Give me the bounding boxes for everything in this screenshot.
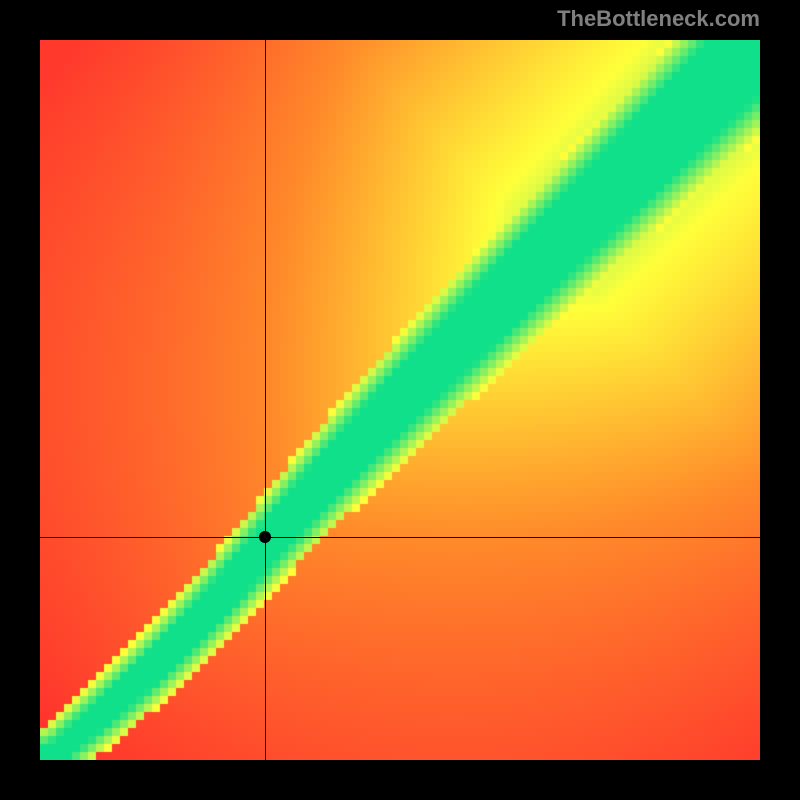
attribution-text: TheBottleneck.com: [557, 6, 760, 32]
marker-dot: [259, 531, 271, 543]
crosshair-horizontal: [40, 537, 760, 538]
chart-container: TheBottleneck.com: [0, 0, 800, 800]
plot-area: [40, 40, 760, 760]
heatmap-canvas: [40, 40, 760, 760]
crosshair-vertical: [265, 40, 266, 760]
